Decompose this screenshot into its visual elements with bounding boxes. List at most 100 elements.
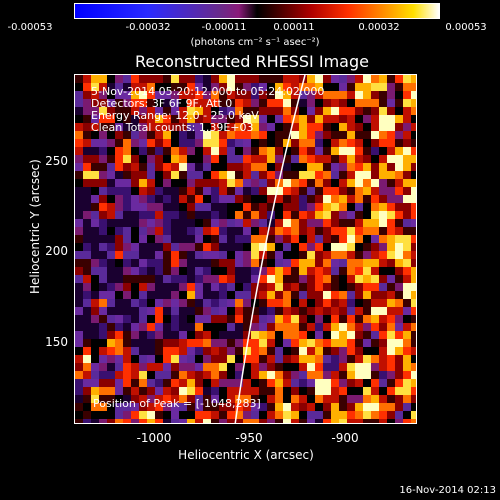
image-pixel (243, 275, 251, 283)
image-pixel (347, 179, 355, 187)
image-pixel (227, 243, 235, 251)
image-pixel (235, 411, 243, 419)
image-pixel (123, 243, 131, 251)
image-pixel (243, 315, 251, 323)
image-pixel (155, 267, 163, 275)
image-pixel (155, 235, 163, 243)
image-pixel (235, 331, 243, 339)
image-pixel (99, 203, 107, 211)
image-pixel (355, 315, 363, 323)
image-pixel (315, 283, 323, 291)
image-pixel (371, 419, 379, 423)
image-pixel (123, 187, 131, 195)
image-pixel (339, 387, 347, 395)
image-pixel (211, 147, 219, 155)
image-pixel (307, 387, 315, 395)
image-pixel (299, 363, 307, 371)
image-pixel (195, 347, 203, 355)
image-pixel (283, 211, 291, 219)
image-pixel (395, 75, 403, 83)
image-pixel (171, 75, 179, 83)
image-pixel (411, 99, 416, 107)
image-pixel (283, 187, 291, 195)
image-pixel (403, 275, 411, 283)
image-pixel (115, 363, 123, 371)
image-pixel (283, 115, 291, 123)
image-pixel (139, 163, 147, 171)
image-pixel (259, 411, 267, 419)
image-pixel (403, 379, 411, 387)
image-pixel (339, 107, 347, 115)
image-pixel (307, 347, 315, 355)
image-pixel (131, 203, 139, 211)
image-pixel (315, 387, 323, 395)
image-pixel (163, 251, 171, 259)
image-pixel (107, 347, 115, 355)
image-pixel (155, 107, 163, 115)
image-pixel (267, 235, 275, 243)
image-pixel (211, 155, 219, 163)
image-pixel (307, 243, 315, 251)
image-pixel (259, 91, 267, 99)
image-pixel (267, 91, 275, 99)
image-pixel (403, 315, 411, 323)
image-pixel (395, 187, 403, 195)
image-pixel (155, 187, 163, 195)
image-pixel (187, 251, 195, 259)
image-pixel (227, 251, 235, 259)
image-pixel (275, 411, 283, 419)
image-pixel (331, 227, 339, 235)
image-pixel (147, 275, 155, 283)
image-pixel (147, 107, 155, 115)
image-pixel (203, 155, 211, 163)
image-pixel (275, 219, 283, 227)
image-pixel (387, 83, 395, 91)
image-pixel (299, 75, 307, 83)
image-pixel (331, 235, 339, 243)
image-pixel (219, 203, 227, 211)
image-pixel (339, 267, 347, 275)
image-pixel (379, 139, 387, 147)
image-pixel (171, 219, 179, 227)
image-pixel (355, 211, 363, 219)
image-pixel (307, 419, 315, 423)
image-pixel (339, 395, 347, 403)
image-pixel (275, 315, 283, 323)
image-pixel (211, 131, 219, 139)
image-pixel (179, 323, 187, 331)
image-pixel (83, 275, 91, 283)
image-pixel (203, 283, 211, 291)
image-pixel (195, 395, 203, 403)
image-pixel (219, 379, 227, 387)
image-pixel (315, 139, 323, 147)
image-pixel (219, 115, 227, 123)
image-pixel (235, 323, 243, 331)
image-pixel (115, 371, 123, 379)
image-pixel (411, 163, 416, 171)
image-pixel (235, 299, 243, 307)
image-pixel (235, 347, 243, 355)
image-pixel (267, 83, 275, 91)
image-pixel (339, 371, 347, 379)
image-pixel (331, 195, 339, 203)
image-pixel (251, 411, 259, 419)
image-pixel (291, 323, 299, 331)
image-pixel (99, 91, 107, 99)
image-pixel (259, 203, 267, 211)
image-pixel (259, 267, 267, 275)
image-pixel (259, 131, 267, 139)
image-pixel (387, 107, 395, 115)
image-pixel (171, 331, 179, 339)
image-pixel (171, 155, 179, 163)
image-pixel (163, 259, 171, 267)
image-pixel (251, 115, 259, 123)
image-pixel (315, 371, 323, 379)
colorbar (74, 3, 440, 19)
image-pixel (75, 355, 83, 363)
image-pixel (235, 179, 243, 187)
image-pixel (243, 299, 251, 307)
image-pixel (195, 171, 203, 179)
image-pixel (259, 219, 267, 227)
image-pixel (323, 203, 331, 211)
image-pixel (291, 227, 299, 235)
